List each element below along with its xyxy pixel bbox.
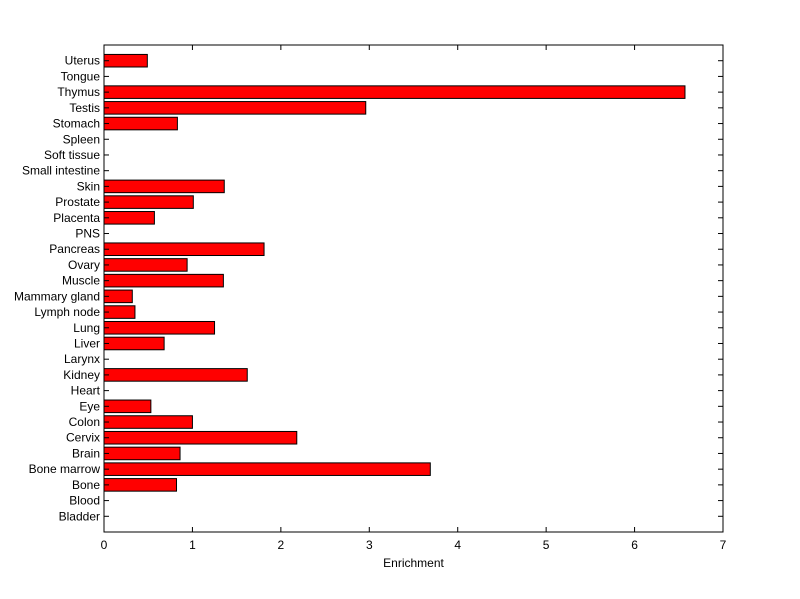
bar-lung [103, 320, 216, 335]
bar-skin [103, 179, 225, 194]
category-label: Brain [72, 446, 100, 460]
category-label: Mammary gland [14, 289, 100, 303]
category-label: Bladder [59, 509, 100, 523]
category-label: Thymus [57, 85, 100, 99]
category-label: Lung [73, 321, 100, 335]
category-label: Liver [74, 336, 100, 350]
category-label: PNS [75, 227, 100, 241]
category-label: Heart [71, 384, 101, 398]
category-label: Skin [77, 179, 100, 193]
category-label: Ovary [68, 258, 100, 272]
category-label: Spleen [63, 132, 100, 146]
category-label: Bone marrow [29, 462, 101, 476]
x-tick-label: 1 [189, 538, 196, 552]
category-label: Small intestine [22, 164, 100, 178]
x-tick-label: 7 [720, 538, 727, 552]
bar-brain [103, 446, 181, 461]
bar-bone-marrow [103, 462, 431, 476]
category-label: Eye [79, 399, 100, 413]
bar-bone [103, 478, 178, 492]
bar-ovary [103, 258, 188, 272]
category-label: Cervix [66, 431, 100, 445]
bar-uterus [103, 53, 148, 68]
x-tick-label: 2 [278, 538, 285, 552]
x-tick-label: 6 [631, 538, 638, 552]
category-label: Stomach [53, 117, 100, 131]
category-label: Prostate [55, 195, 100, 209]
bar-stomach [103, 116, 178, 131]
category-label: Colon [69, 415, 100, 429]
bar-eye [103, 399, 152, 414]
x-tick-labels: 0 1 2 3 4 5 6 7 [101, 538, 727, 552]
category-label: Blood [69, 494, 100, 508]
axes-frame [103, 44, 724, 533]
category-label: Uterus [65, 54, 100, 68]
x-tick-label: 3 [366, 538, 373, 552]
category-label: Kidney [63, 368, 100, 382]
x-axis-label: Enrichment [383, 556, 444, 570]
category-label: Larynx [64, 352, 100, 366]
category-label: Testis [69, 101, 100, 115]
category-label: Placenta [53, 211, 100, 225]
bar-thymus [103, 85, 686, 99]
bars-group [103, 53, 686, 492]
category-label: Muscle [62, 274, 100, 288]
bar-pancreas [103, 242, 265, 257]
ticks-group [103, 45, 724, 532]
category-label: Bone [72, 478, 100, 492]
bar-cervix [103, 430, 298, 445]
bar-placenta [103, 211, 155, 225]
x-tick-label: 0 [101, 538, 108, 552]
bar-testis [103, 101, 367, 115]
category-label: Pancreas [49, 242, 100, 256]
category-label: Soft tissue [44, 148, 100, 162]
bar-colon [103, 415, 193, 429]
category-label: Tongue [61, 69, 101, 83]
bar-kidney [103, 368, 248, 382]
bar-prostate [103, 195, 194, 209]
category-label: Lymph node [34, 305, 100, 319]
x-tick-label: 5 [543, 538, 550, 552]
bar-muscle [103, 273, 224, 288]
x-tick-label: 4 [454, 538, 461, 552]
bar-liver [103, 336, 165, 351]
